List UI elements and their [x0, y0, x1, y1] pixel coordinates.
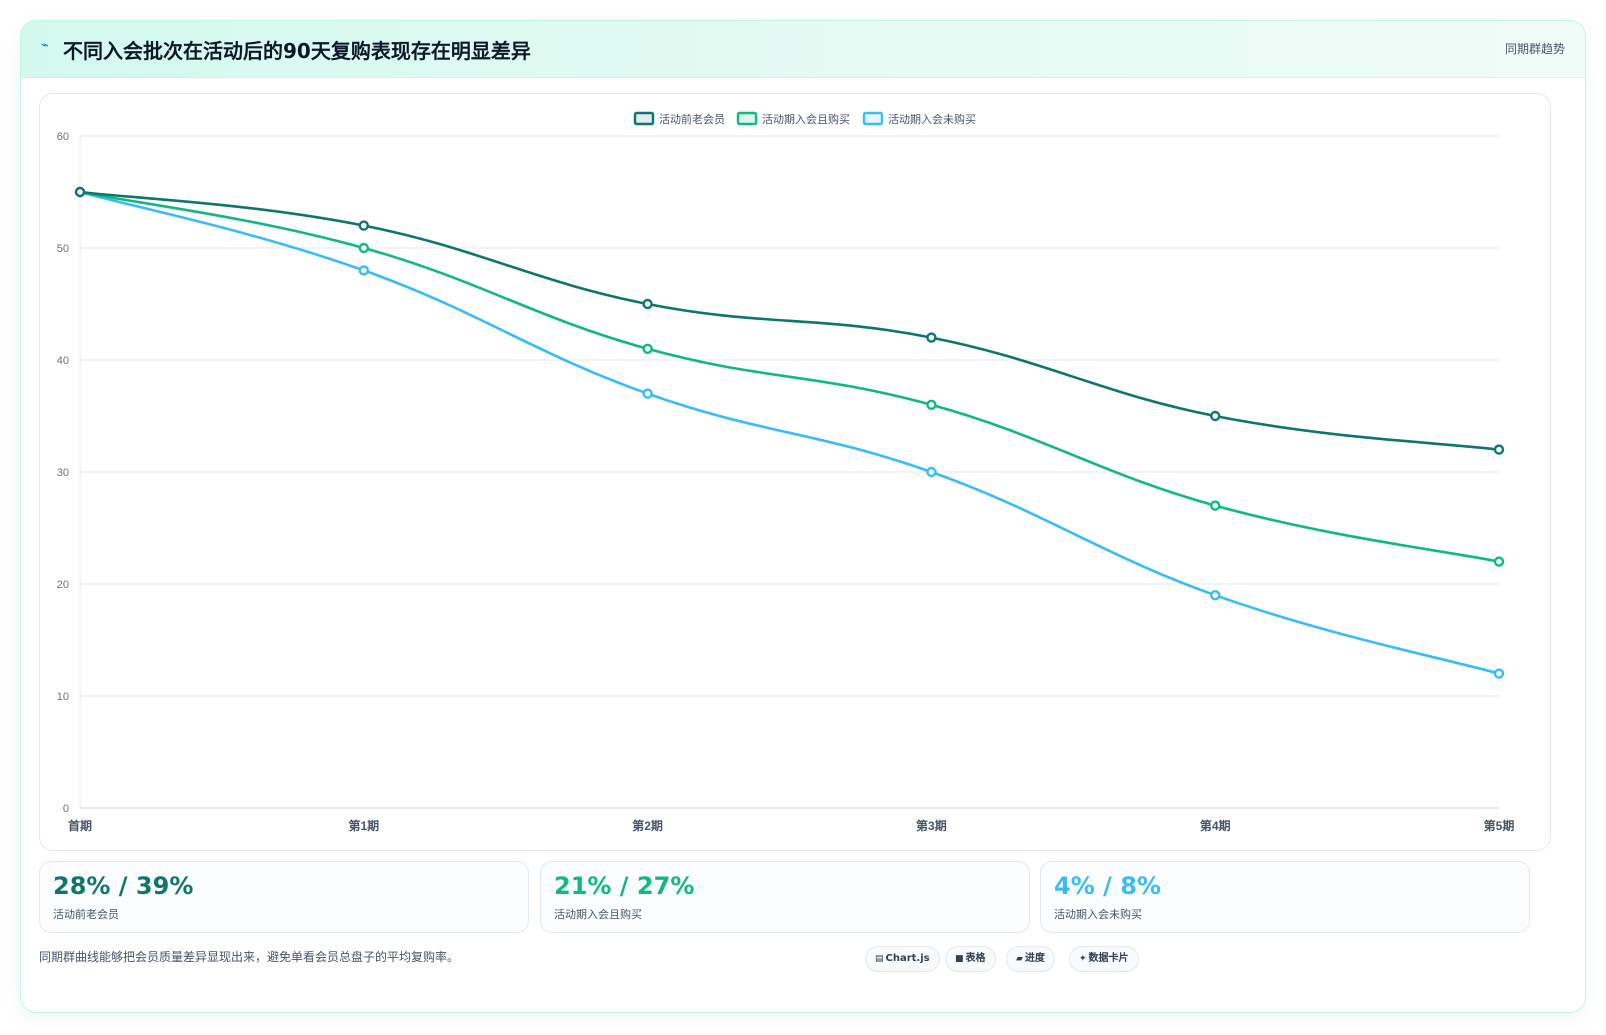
- data-point: [1493, 444, 1505, 455]
- data-point: [1493, 668, 1505, 679]
- pill-progress[interactable]: ▰ 进度: [1006, 946, 1055, 972]
- y-tick-label: 40: [57, 355, 69, 367]
- pill-chartjs[interactable]: ▤ Chart.js: [865, 946, 940, 972]
- progress-icon: ▰: [1016, 954, 1023, 964]
- y-tick-label: 10: [57, 691, 69, 703]
- header-tag: 同期群趋势: [1504, 42, 1565, 56]
- data-point: [642, 343, 653, 354]
- chart-spark-icon: ⌁: [41, 38, 49, 53]
- kpi-value: 28% / 39%: [53, 872, 194, 900]
- data-point: [358, 265, 369, 276]
- kpi-card-joined-purchased: 21% / 27% 活动期入会且购买: [540, 861, 1030, 933]
- kpi-label: 活动期入会且购买: [554, 908, 642, 921]
- data-point: [1209, 590, 1221, 601]
- sparkle-icon: ✦: [1079, 954, 1087, 964]
- x-tick-label: 第5期: [1484, 818, 1515, 833]
- data-point: [642, 388, 653, 399]
- pill-label: 数据卡片: [1088, 953, 1129, 964]
- footnote: 同期群曲线能够把会员质量差异显现出来，避免单看会员总盘子的平均复购率。: [39, 950, 460, 964]
- y-tick-label: 20: [57, 579, 69, 591]
- kpi-card-joined-not-purchased: 4% / 8% 活动期入会未购买: [1040, 861, 1530, 933]
- page-title: 不同入会批次在活动后的90天复购表现存在明显差异: [63, 39, 531, 63]
- x-tick-label: 第2期: [632, 818, 663, 833]
- kpi-value: 4% / 8%: [1054, 872, 1161, 900]
- y-tick-label: 30: [57, 467, 69, 479]
- legend-swatch: [633, 111, 655, 126]
- kpi-label: 活动前老会员: [53, 908, 119, 921]
- card-header: ⌁ 不同入会批次在活动后的90天复购表现存在明显差异 同期群趋势: [21, 21, 1585, 78]
- x-tick-label: 第4期: [1200, 818, 1231, 833]
- x-tick-label: 第3期: [916, 818, 947, 833]
- data-point: [642, 298, 653, 310]
- y-tick-label: 50: [57, 243, 69, 255]
- kpi-label: 活动期入会未购买: [1054, 908, 1142, 921]
- x-tick-label: 首期: [68, 818, 92, 833]
- pill-label: Chart.js: [885, 953, 930, 964]
- kpi-value: 21% / 27%: [554, 872, 695, 900]
- data-point: [1209, 410, 1221, 422]
- data-point: [1493, 556, 1505, 567]
- data-point: [1209, 500, 1221, 511]
- legend-swatch: [862, 111, 884, 126]
- data-point: [926, 466, 937, 478]
- legend-label: 活动期入会且购买: [762, 112, 850, 126]
- legend-label: 活动前老会员: [659, 112, 725, 126]
- pill-table[interactable]: ■ 表格: [945, 946, 996, 972]
- legend-label: 活动期入会未购买: [888, 112, 976, 126]
- chartjs-icon: ▤: [875, 954, 884, 964]
- y-tick-label: 0: [63, 803, 69, 815]
- data-point: [926, 332, 937, 343]
- cohort-line-chart: 0 10 20 30 40 50 60 首期 第1期 第2期 第3期 第4期 第5期 活动前老会员 活动期入…: [57, 111, 1515, 833]
- dashboard-card: ⌁ 不同入会批次在活动后的90天复购表现存在明显差异 同期群趋势 0 10 20 30…: [20, 20, 1586, 1013]
- pill-label: 表格: [965, 953, 986, 964]
- legend-swatch: [736, 111, 758, 126]
- data-point: [358, 220, 369, 231]
- y-tick-label: 60: [57, 131, 69, 143]
- series-line: [79, 190, 1500, 451]
- x-tick-label: 第1期: [348, 818, 379, 833]
- table-icon: ■: [955, 954, 964, 964]
- pill-label: 进度: [1024, 953, 1045, 964]
- series-line: [79, 190, 1500, 563]
- series-line: [79, 190, 1500, 675]
- data-point: [74, 186, 86, 198]
- kpi-card-old-members: 28% / 39% 活动前老会员: [39, 861, 529, 933]
- data-point: [926, 399, 937, 410]
- chart-panel: 0 10 20 30 40 50 60 首期 第1期 第2期 第3期 第4期 第5期 活动前老会员 活动期入…: [39, 93, 1551, 851]
- pill-data-card[interactable]: ✦ 数据卡片: [1069, 946, 1139, 972]
- data-point: [358, 242, 369, 254]
